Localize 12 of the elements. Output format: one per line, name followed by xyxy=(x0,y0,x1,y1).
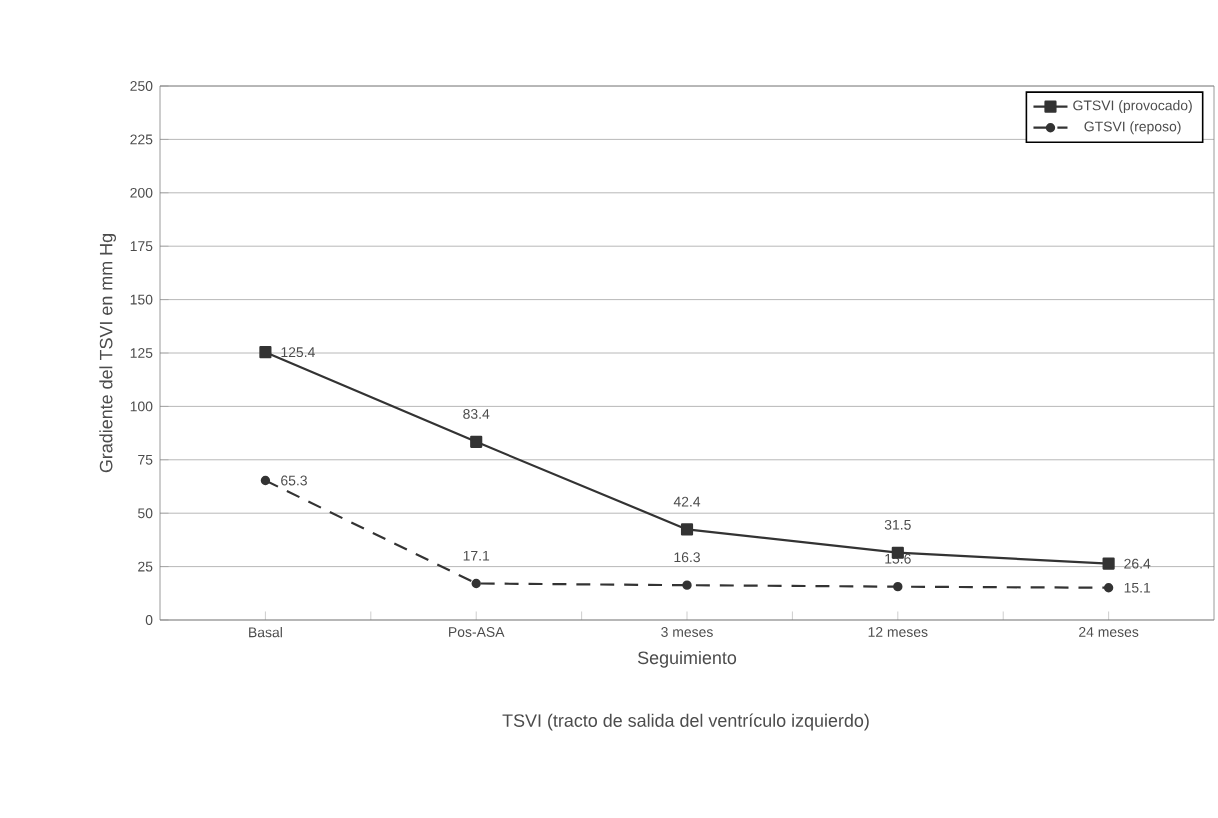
y-axis-title: Gradiente del TSVI en mm Hg xyxy=(99,234,117,473)
x-axis-title: Seguimiento xyxy=(637,650,737,668)
point xyxy=(470,435,483,448)
point xyxy=(1103,583,1114,593)
point xyxy=(259,346,272,359)
point xyxy=(893,581,903,592)
point xyxy=(1102,557,1115,570)
point xyxy=(260,475,271,486)
text: TSVI (tracto de salida del ventrículo izquierdo) xyxy=(502,713,869,731)
point xyxy=(471,578,481,589)
point xyxy=(680,523,694,536)
point xyxy=(682,580,692,590)
